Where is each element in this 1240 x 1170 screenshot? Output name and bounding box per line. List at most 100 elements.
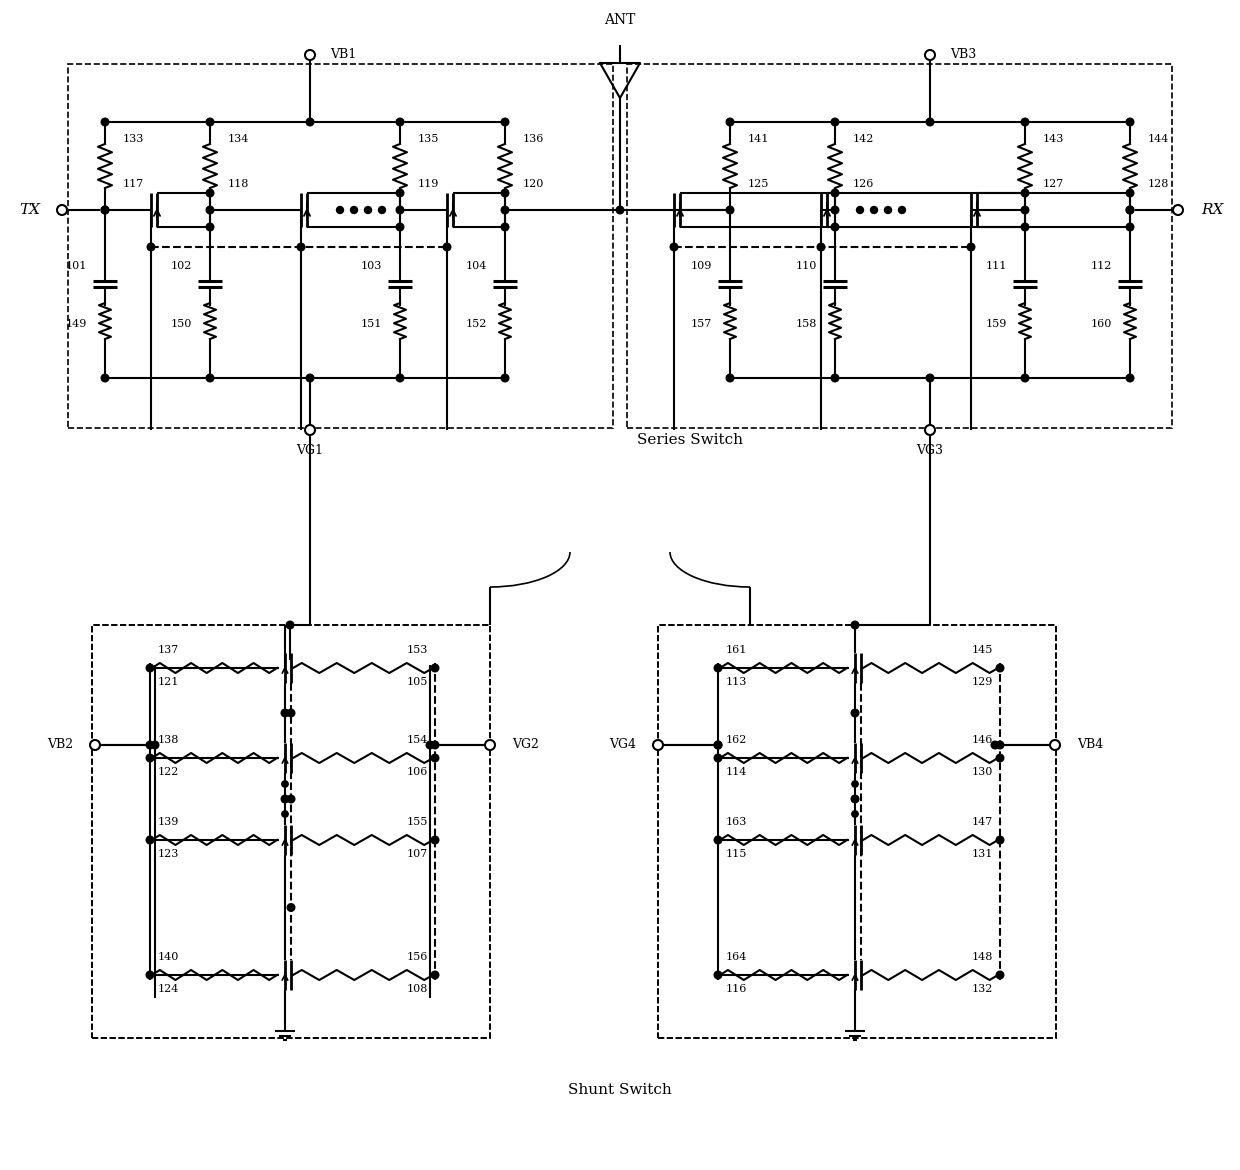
Circle shape xyxy=(397,190,404,197)
Circle shape xyxy=(1022,118,1029,126)
Text: VG2: VG2 xyxy=(512,738,539,751)
Text: 130: 130 xyxy=(971,768,993,777)
Circle shape xyxy=(432,971,439,979)
Circle shape xyxy=(485,739,495,750)
Text: 114: 114 xyxy=(725,768,746,777)
Circle shape xyxy=(852,811,858,817)
Text: 164: 164 xyxy=(725,952,746,962)
Circle shape xyxy=(206,374,213,381)
Circle shape xyxy=(1126,190,1133,197)
Circle shape xyxy=(351,206,357,213)
Text: 105: 105 xyxy=(407,677,428,687)
Circle shape xyxy=(443,243,451,250)
Circle shape xyxy=(57,205,67,215)
Circle shape xyxy=(714,665,722,672)
Text: 149: 149 xyxy=(66,319,87,329)
Circle shape xyxy=(146,755,154,762)
Text: VG1: VG1 xyxy=(296,445,324,457)
Circle shape xyxy=(397,118,404,126)
Text: RX: RX xyxy=(1200,204,1223,216)
Circle shape xyxy=(281,796,288,803)
Circle shape xyxy=(670,243,678,250)
Text: 134: 134 xyxy=(228,135,249,144)
Text: 112: 112 xyxy=(1091,261,1112,271)
Circle shape xyxy=(397,223,404,230)
Circle shape xyxy=(996,665,1004,672)
Circle shape xyxy=(1022,223,1029,230)
Text: 111: 111 xyxy=(986,261,1007,271)
Circle shape xyxy=(1022,374,1029,381)
Circle shape xyxy=(857,206,863,213)
Circle shape xyxy=(206,206,213,214)
Text: VB2: VB2 xyxy=(47,738,73,751)
Circle shape xyxy=(714,742,722,749)
Circle shape xyxy=(397,206,404,214)
Text: 106: 106 xyxy=(407,768,428,777)
Circle shape xyxy=(870,206,878,213)
Text: 127: 127 xyxy=(1043,179,1064,190)
Text: 147: 147 xyxy=(971,817,993,827)
Circle shape xyxy=(336,206,343,213)
Circle shape xyxy=(727,374,734,381)
Circle shape xyxy=(996,755,1004,762)
Circle shape xyxy=(206,223,213,230)
Circle shape xyxy=(102,206,109,214)
Circle shape xyxy=(305,50,315,60)
Circle shape xyxy=(288,709,295,717)
Text: VG4: VG4 xyxy=(609,738,636,751)
Circle shape xyxy=(288,796,295,803)
Circle shape xyxy=(967,243,975,250)
Circle shape xyxy=(432,742,439,749)
Text: 128: 128 xyxy=(1148,179,1169,190)
Text: 102: 102 xyxy=(171,261,192,271)
Circle shape xyxy=(501,374,508,381)
Circle shape xyxy=(926,118,934,126)
Text: 116: 116 xyxy=(725,984,746,994)
Circle shape xyxy=(996,742,1004,749)
Text: 125: 125 xyxy=(748,179,769,190)
Circle shape xyxy=(996,971,1004,979)
Circle shape xyxy=(1022,206,1029,214)
Circle shape xyxy=(991,742,998,749)
Circle shape xyxy=(925,50,935,60)
Text: 101: 101 xyxy=(66,261,87,271)
Text: 104: 104 xyxy=(466,261,487,271)
Text: VB3: VB3 xyxy=(950,48,976,62)
Text: 120: 120 xyxy=(523,179,544,190)
Text: 154: 154 xyxy=(407,735,428,745)
Text: 142: 142 xyxy=(853,135,874,144)
Text: VG3: VG3 xyxy=(916,445,944,457)
Text: 122: 122 xyxy=(157,768,179,777)
Text: Series Switch: Series Switch xyxy=(637,433,743,447)
Text: TX: TX xyxy=(20,204,41,216)
Text: 143: 143 xyxy=(1043,135,1064,144)
Circle shape xyxy=(397,374,404,381)
Text: 162: 162 xyxy=(725,735,746,745)
Text: 138: 138 xyxy=(157,735,179,745)
Circle shape xyxy=(501,206,508,214)
Circle shape xyxy=(852,780,858,787)
Circle shape xyxy=(831,374,838,381)
Text: 129: 129 xyxy=(971,677,993,687)
Circle shape xyxy=(851,796,859,803)
Circle shape xyxy=(653,739,663,750)
Circle shape xyxy=(306,118,314,126)
Circle shape xyxy=(852,796,858,803)
Text: 152: 152 xyxy=(466,319,487,329)
Circle shape xyxy=(831,118,838,126)
Text: 137: 137 xyxy=(157,645,179,655)
Circle shape xyxy=(102,374,109,381)
Text: 117: 117 xyxy=(123,179,144,190)
Circle shape xyxy=(1126,118,1133,126)
Circle shape xyxy=(851,621,859,628)
Circle shape xyxy=(926,374,934,381)
Circle shape xyxy=(616,206,624,214)
Circle shape xyxy=(1050,739,1060,750)
Circle shape xyxy=(281,811,288,817)
Circle shape xyxy=(501,118,508,126)
Text: 157: 157 xyxy=(691,319,712,329)
Text: 150: 150 xyxy=(171,319,192,329)
Circle shape xyxy=(1126,374,1133,381)
Circle shape xyxy=(305,425,315,435)
Text: ANT: ANT xyxy=(604,13,636,27)
